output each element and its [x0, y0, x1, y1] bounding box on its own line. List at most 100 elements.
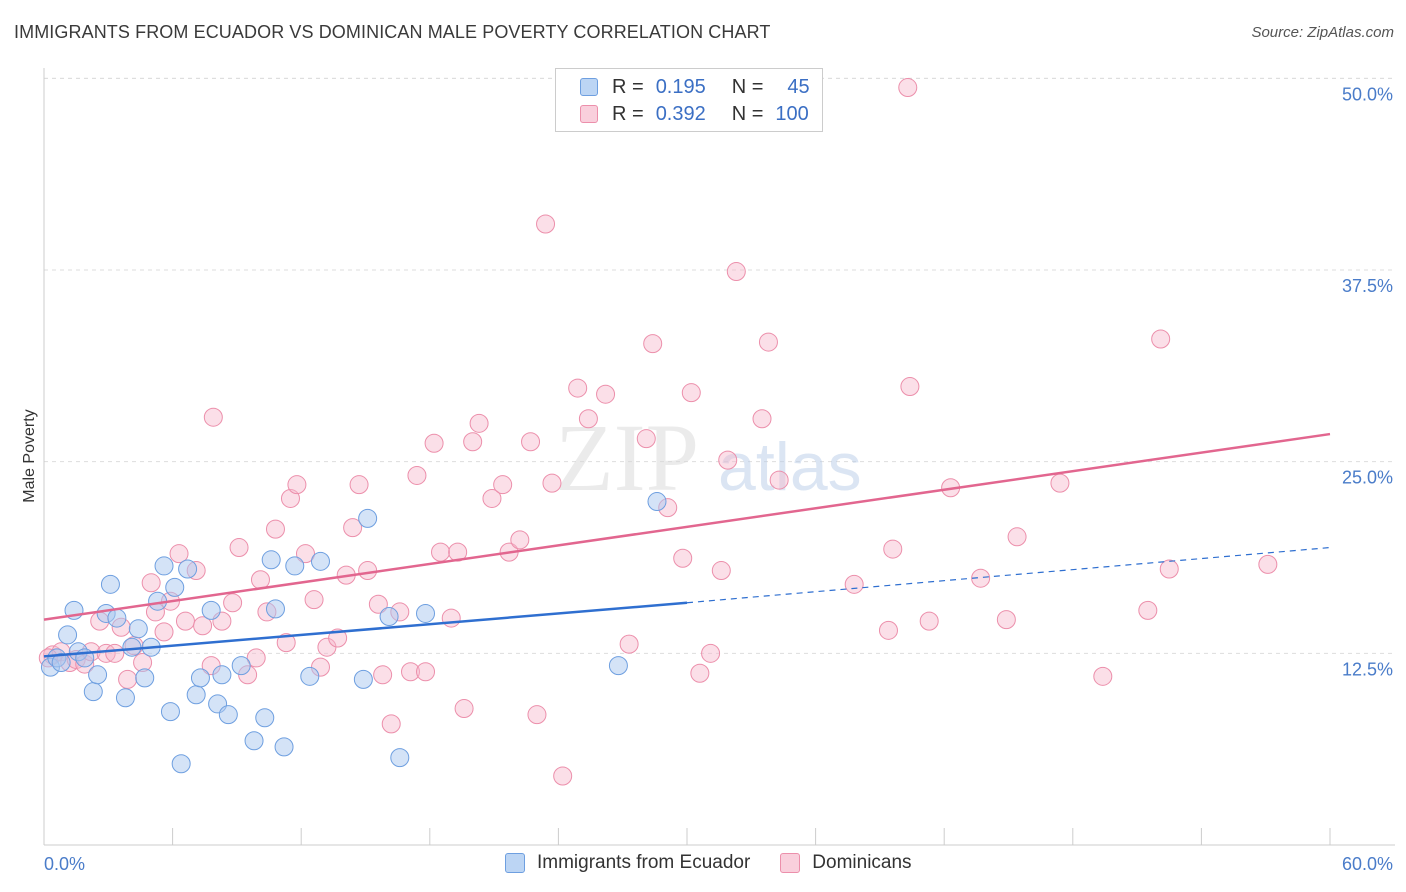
dominican-point — [1050, 473, 1070, 493]
dominican-point — [536, 214, 556, 234]
ecuador-point — [100, 574, 120, 594]
dominican-point — [431, 542, 451, 562]
dominican-point — [527, 705, 547, 725]
dominican-point — [1151, 329, 1171, 349]
ecuador-point — [310, 551, 330, 571]
ecuador-point — [608, 656, 628, 676]
dominican-point — [726, 262, 746, 282]
dominican-point — [996, 610, 1016, 630]
ecuador-trend-line — [43, 601, 688, 658]
dominican-point — [578, 409, 598, 429]
dominican-point — [521, 432, 541, 452]
dominican-point — [276, 633, 296, 653]
ecuador-point — [285, 556, 305, 576]
dominican-point — [343, 518, 363, 538]
dominican-point — [619, 634, 639, 654]
ecuador-point — [128, 619, 148, 639]
ecuador-point — [212, 665, 232, 685]
ecuador-point — [201, 600, 221, 620]
dominican-point — [295, 544, 315, 564]
ecuador-point — [358, 508, 378, 528]
dominican-point — [769, 470, 789, 490]
dominican-point — [711, 561, 731, 581]
legend-n-label: N = — [731, 102, 764, 125]
dominican-point — [553, 766, 573, 786]
dominican-point — [701, 643, 721, 663]
dominican-point — [636, 429, 656, 449]
dominican-trend-line — [43, 432, 1331, 621]
dominican-point — [463, 432, 483, 452]
ecuador-point — [274, 737, 294, 757]
dominican-point — [358, 561, 378, 581]
dominican-point — [407, 465, 427, 485]
dominican-point — [690, 663, 710, 683]
watermark: ZIP atlas — [555, 404, 862, 511]
dominican-point — [454, 699, 474, 719]
dominican-point — [416, 662, 436, 682]
dominican-point — [1007, 527, 1027, 547]
dominican-point — [643, 334, 663, 354]
legend-item-ecuador[interactable]: Immigrants from Ecuador — [505, 852, 750, 874]
dominican-point — [844, 574, 864, 594]
ecuador-point — [165, 577, 185, 597]
dominican-point — [1138, 600, 1158, 620]
ecuador-point — [353, 669, 373, 689]
dominican-point — [1159, 559, 1179, 579]
ecuador-point — [379, 607, 399, 627]
series-legend: Immigrants from Ecuador Dominicans — [505, 852, 942, 874]
dominican-point — [118, 669, 138, 689]
dominican-point — [424, 433, 444, 453]
ecuador-points — [40, 492, 667, 774]
dominican-point — [758, 332, 778, 352]
ecuador-point — [255, 708, 275, 728]
ecuador-swatch — [505, 853, 525, 873]
dominican-point — [493, 475, 513, 495]
dominican-point — [401, 662, 421, 682]
ecuador-point — [178, 559, 198, 579]
ecuador-point — [190, 668, 210, 688]
dominican-point — [265, 519, 285, 539]
dominican-point — [510, 530, 530, 550]
ecuador-point — [160, 702, 180, 722]
legend-label-dominicans: Dominicans — [812, 852, 912, 873]
ecuador-point — [231, 656, 251, 676]
dominican-point — [971, 568, 991, 588]
ecuador-point — [300, 666, 320, 686]
dominican-point — [229, 538, 249, 558]
ecuador-point — [58, 625, 78, 645]
x-tick-label-min: 0.0% — [44, 854, 85, 874]
axes — [43, 68, 1395, 846]
legend-item-dominicans[interactable]: Dominicans — [780, 852, 912, 874]
dominican-point — [193, 616, 213, 636]
ecuador-point — [390, 748, 410, 768]
ecuador-point — [244, 731, 264, 751]
legend-row-ecuador: R = 0.195 N = 45 — [580, 74, 810, 100]
dominican-point — [250, 570, 270, 590]
y-tick-labels: 12.5% 25.0% 37.5% 50.0% — [1342, 84, 1393, 679]
dominican-point — [368, 594, 388, 614]
ecuador-point — [416, 603, 436, 623]
dominican-point — [752, 409, 772, 429]
ecuador-swatch — [580, 78, 598, 96]
ecuador-point — [154, 556, 174, 576]
legend-n-label: N = — [731, 75, 764, 98]
dominican-point — [568, 378, 588, 398]
y-tick-label: 50.0% — [1342, 84, 1393, 104]
legend-n-value: 100 — [775, 102, 809, 125]
ecuador-point — [186, 685, 206, 705]
dominican-point — [381, 714, 401, 734]
dominican-point — [1258, 554, 1278, 574]
ecuador-point — [265, 599, 285, 619]
dominican-point — [304, 590, 324, 610]
dominican-swatch — [780, 853, 801, 873]
dominican-point — [441, 608, 461, 628]
dominican-point — [681, 383, 701, 403]
dominican-point — [898, 78, 918, 98]
legend-r-value: 0.392 — [655, 102, 706, 125]
watermark-zip: ZIP — [555, 404, 699, 511]
y-axis-label: Male Poverty — [21, 409, 38, 502]
dominican-point — [482, 488, 502, 508]
dominican-point — [673, 548, 693, 568]
legend-n-value: 45 — [787, 75, 810, 98]
